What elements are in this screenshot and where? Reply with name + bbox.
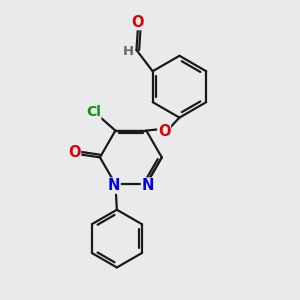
Text: N: N bbox=[142, 178, 154, 193]
Text: H: H bbox=[123, 45, 134, 58]
Text: O: O bbox=[68, 146, 81, 160]
Text: N: N bbox=[108, 178, 120, 193]
Text: O: O bbox=[132, 15, 144, 30]
Text: Cl: Cl bbox=[86, 105, 101, 119]
Text: O: O bbox=[158, 124, 170, 139]
